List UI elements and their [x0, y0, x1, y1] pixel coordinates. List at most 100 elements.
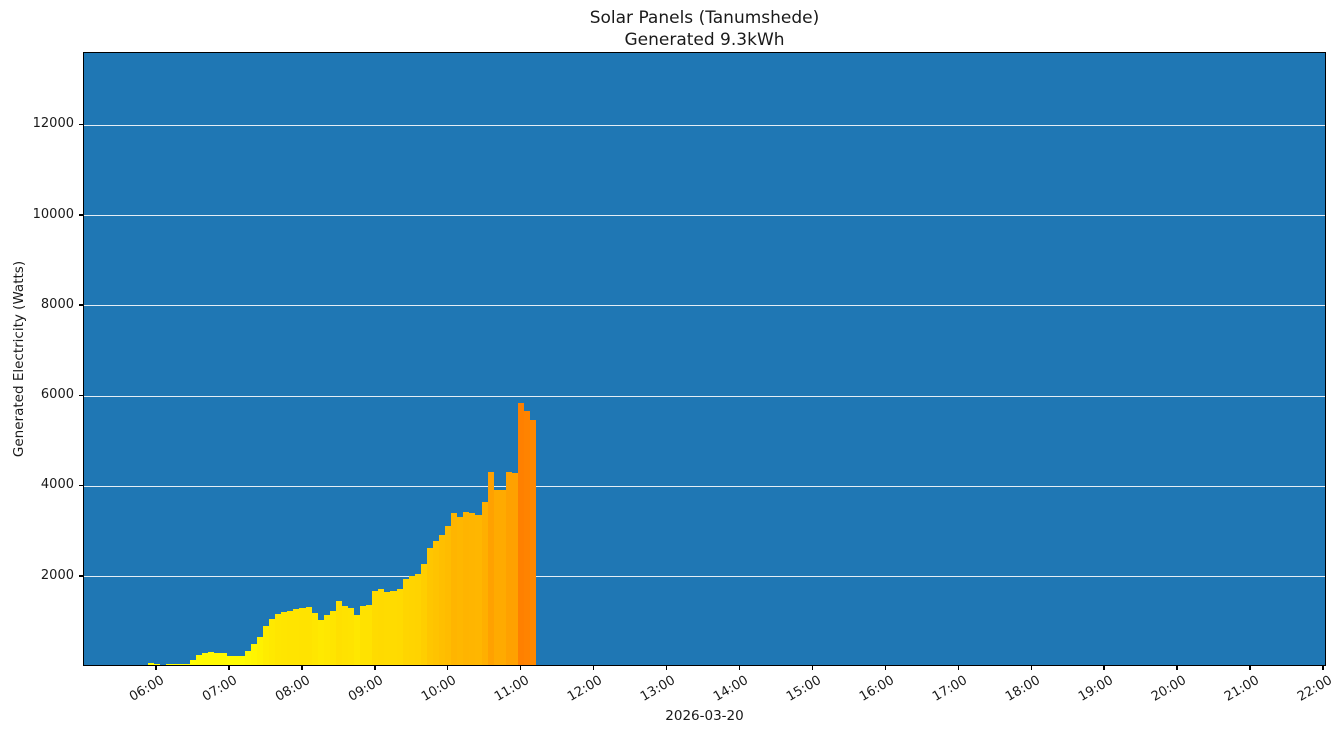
bar — [190, 659, 197, 665]
bar — [505, 471, 512, 665]
y-tick-mark — [79, 575, 83, 577]
x-tick-mark — [884, 666, 887, 670]
x-tick-mark — [1322, 666, 1324, 670]
bar — [153, 664, 160, 665]
x-tick-label-text: 16:00 — [856, 673, 897, 705]
bar — [517, 403, 524, 665]
y-tick-label: 12000 — [32, 116, 74, 132]
bar — [287, 610, 294, 665]
gridline — [84, 395, 1325, 397]
bar — [396, 588, 403, 665]
chart-title: Solar Panels (Tanumshede) Generated 9.3k… — [83, 7, 1326, 51]
bar — [451, 512, 458, 665]
gridline — [84, 576, 1325, 578]
bar — [263, 626, 270, 665]
bar — [275, 614, 282, 665]
y-tick-mark — [79, 484, 83, 487]
x-tick-label-text: 19:00 — [1075, 673, 1116, 705]
y-tick-mark — [79, 214, 83, 216]
y-tick-label: 8000 — [40, 296, 74, 312]
bar — [323, 615, 330, 665]
y-tick-label: 2000 — [40, 567, 74, 583]
bar — [238, 656, 245, 665]
x-tick-label-text: 13:00 — [638, 673, 679, 705]
bar — [293, 609, 300, 665]
x-tick-label-text: 10:00 — [419, 673, 460, 705]
bar — [269, 619, 276, 665]
x-tick-label-text: 07:00 — [200, 673, 241, 705]
x-tick-mark — [1249, 666, 1251, 670]
x-tick-mark — [1176, 666, 1178, 670]
x-tick-mark — [228, 666, 230, 670]
bar — [378, 588, 385, 665]
bar — [317, 619, 324, 665]
plot-area — [83, 52, 1326, 666]
x-tick-label-text: 08:00 — [273, 673, 314, 705]
bar — [481, 501, 488, 665]
bar — [384, 591, 391, 665]
bar — [305, 606, 312, 665]
bar — [360, 605, 367, 665]
y-tick-mark — [79, 304, 83, 306]
bar — [366, 604, 373, 665]
x-tick-mark — [811, 666, 814, 670]
bar — [165, 664, 172, 665]
x-tick-label-text: 18:00 — [1002, 673, 1043, 705]
x-tick-mark — [155, 666, 157, 670]
bar — [511, 472, 518, 665]
bar — [172, 664, 179, 665]
bar — [445, 526, 452, 665]
bar — [530, 419, 537, 665]
bar — [329, 611, 336, 665]
x-tick-label-text: 17:00 — [929, 673, 970, 705]
bar — [469, 513, 476, 665]
bar — [220, 653, 227, 665]
x-tick-mark — [957, 666, 960, 670]
y-axis-label: Generated Electricity (Watts) — [11, 260, 27, 458]
x-tick-mark — [446, 666, 449, 670]
bar — [214, 652, 221, 665]
gridline — [84, 305, 1325, 307]
bar — [244, 651, 251, 665]
bar — [408, 575, 415, 665]
chart-title-line1: Solar Panels (Tanumshede) — [589, 8, 820, 28]
bar — [256, 637, 264, 665]
bar — [457, 516, 464, 665]
x-tick-label-text: 09:00 — [346, 673, 387, 705]
x-tick-mark — [665, 666, 668, 670]
y-tick-label: 6000 — [40, 387, 74, 403]
bar — [348, 607, 355, 665]
bar — [493, 489, 500, 665]
y-tick-mark — [79, 123, 83, 126]
gridline — [84, 124, 1325, 126]
bar — [311, 612, 318, 665]
bar — [414, 573, 421, 665]
bar — [354, 615, 361, 665]
x-tick-label-text: 11:00 — [492, 673, 533, 705]
bar — [426, 548, 433, 665]
x-tick-label-text: 22:00 — [1294, 673, 1333, 705]
x-axis-date-label: 2026-03-20 — [665, 708, 744, 724]
y-tick-label: 10000 — [32, 206, 74, 222]
x-tick-label-text: 12:00 — [565, 673, 606, 705]
chart-title-line2: Generated 9.3kWh — [624, 30, 785, 50]
y-tick-label: 4000 — [40, 477, 74, 493]
gridline — [84, 485, 1325, 487]
x-tick-label-text: 21:00 — [1221, 673, 1262, 705]
bar — [432, 541, 440, 665]
x-tick-mark — [592, 666, 595, 670]
x-tick-mark — [374, 666, 376, 670]
bar — [184, 663, 191, 665]
bar — [299, 607, 306, 665]
x-tick-mark — [519, 666, 522, 670]
gridline — [84, 215, 1325, 217]
bar — [196, 655, 203, 665]
bar — [281, 612, 288, 665]
bar — [420, 563, 427, 665]
x-tick-label-text: 15:00 — [784, 673, 824, 705]
bar — [475, 514, 482, 665]
bar — [524, 410, 531, 665]
x-tick-mark — [738, 666, 741, 670]
x-tick-mark — [301, 666, 303, 670]
